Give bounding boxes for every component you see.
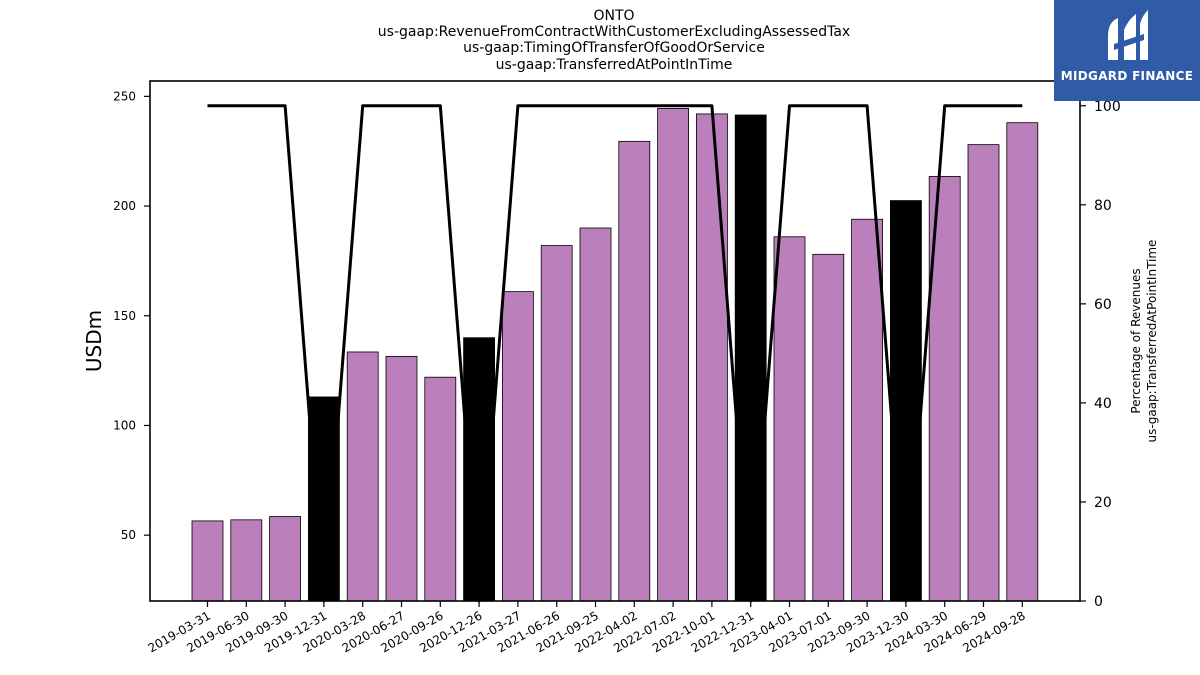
left-tick-label: 50 xyxy=(121,528,136,542)
bar-2019-03-31 xyxy=(191,520,224,602)
chart-subtitle-1: us-gaap:RevenueFromContractWithCustomerE… xyxy=(378,24,850,40)
left-tick-label: 150 xyxy=(113,309,136,323)
right-tick-label: 100 xyxy=(1094,99,1121,115)
left-y-axis: 50 100 150 200 250 xyxy=(113,89,150,542)
right-tick-label: 20 xyxy=(1094,495,1112,511)
chart-subtitle-2: us-gaap:TimingOfTransferOfGoodOrService xyxy=(463,40,765,56)
y-axis-label-right-1: Percentage of Revenues xyxy=(1129,268,1143,413)
right-tick-label: 40 xyxy=(1094,396,1112,412)
bar-2023-12-30 xyxy=(890,200,922,602)
bar-2024-09-28 xyxy=(1006,122,1039,602)
bar-2023-04-01 xyxy=(773,236,806,602)
left-tick-label: 250 xyxy=(113,89,136,103)
chart-subtitle-3: us-gaap:TransferredAtPointInTime xyxy=(496,57,733,73)
bar-2022-12-31 xyxy=(734,114,767,602)
logo-text: MIDGARD FINANCE xyxy=(1060,69,1194,83)
y-axis-label-left: USDm xyxy=(82,310,106,372)
bar-2023-07-01 xyxy=(812,253,845,602)
left-tick-label: 100 xyxy=(113,418,136,432)
bar-2021-09-25 xyxy=(579,227,612,602)
x-axis: 2019-03-312019-06-302019-09-302019-12-31… xyxy=(146,601,1028,655)
bar-2020-03-28 xyxy=(346,351,379,602)
right-tick-label: 80 xyxy=(1094,198,1112,214)
line-transferred-at-point-in-time xyxy=(207,104,1023,603)
chart-title-main: ONTO xyxy=(593,8,634,24)
right-tick-label: 0 xyxy=(1094,594,1103,610)
bar-2020-09-26 xyxy=(424,376,457,602)
brand-logo: MIDGARD FINANCE xyxy=(1054,0,1200,101)
bar-2019-06-30 xyxy=(230,519,263,602)
bar-2019-12-31 xyxy=(307,396,340,602)
bar-2023-09-30 xyxy=(851,218,883,602)
bar-2021-06-26 xyxy=(540,245,573,602)
bar-2021-03-27 xyxy=(501,291,534,602)
bar-2022-10-01 xyxy=(696,113,728,602)
right-tick-label: 60 xyxy=(1094,297,1112,313)
bar-2022-07-02 xyxy=(657,108,689,602)
right-y-axis: 0 20 40 60 80 100 xyxy=(1080,99,1121,610)
bar-2019-09-30 xyxy=(269,516,302,602)
chart-title: ONTO us-gaap:RevenueFromContractWithCust… xyxy=(378,8,850,73)
y-axis-label-right-2: us-gaap:TransferredAtPointInTime xyxy=(1145,240,1159,443)
bar-2024-06-29 xyxy=(967,144,1000,602)
logo-mark-icon xyxy=(1108,10,1148,60)
plot-frame xyxy=(149,80,1081,602)
line-series xyxy=(207,104,1023,603)
bar-2022-04-02 xyxy=(618,140,651,602)
left-tick-label: 200 xyxy=(113,199,136,213)
bar-series xyxy=(191,108,1039,602)
bar-2020-06-27 xyxy=(385,355,418,602)
